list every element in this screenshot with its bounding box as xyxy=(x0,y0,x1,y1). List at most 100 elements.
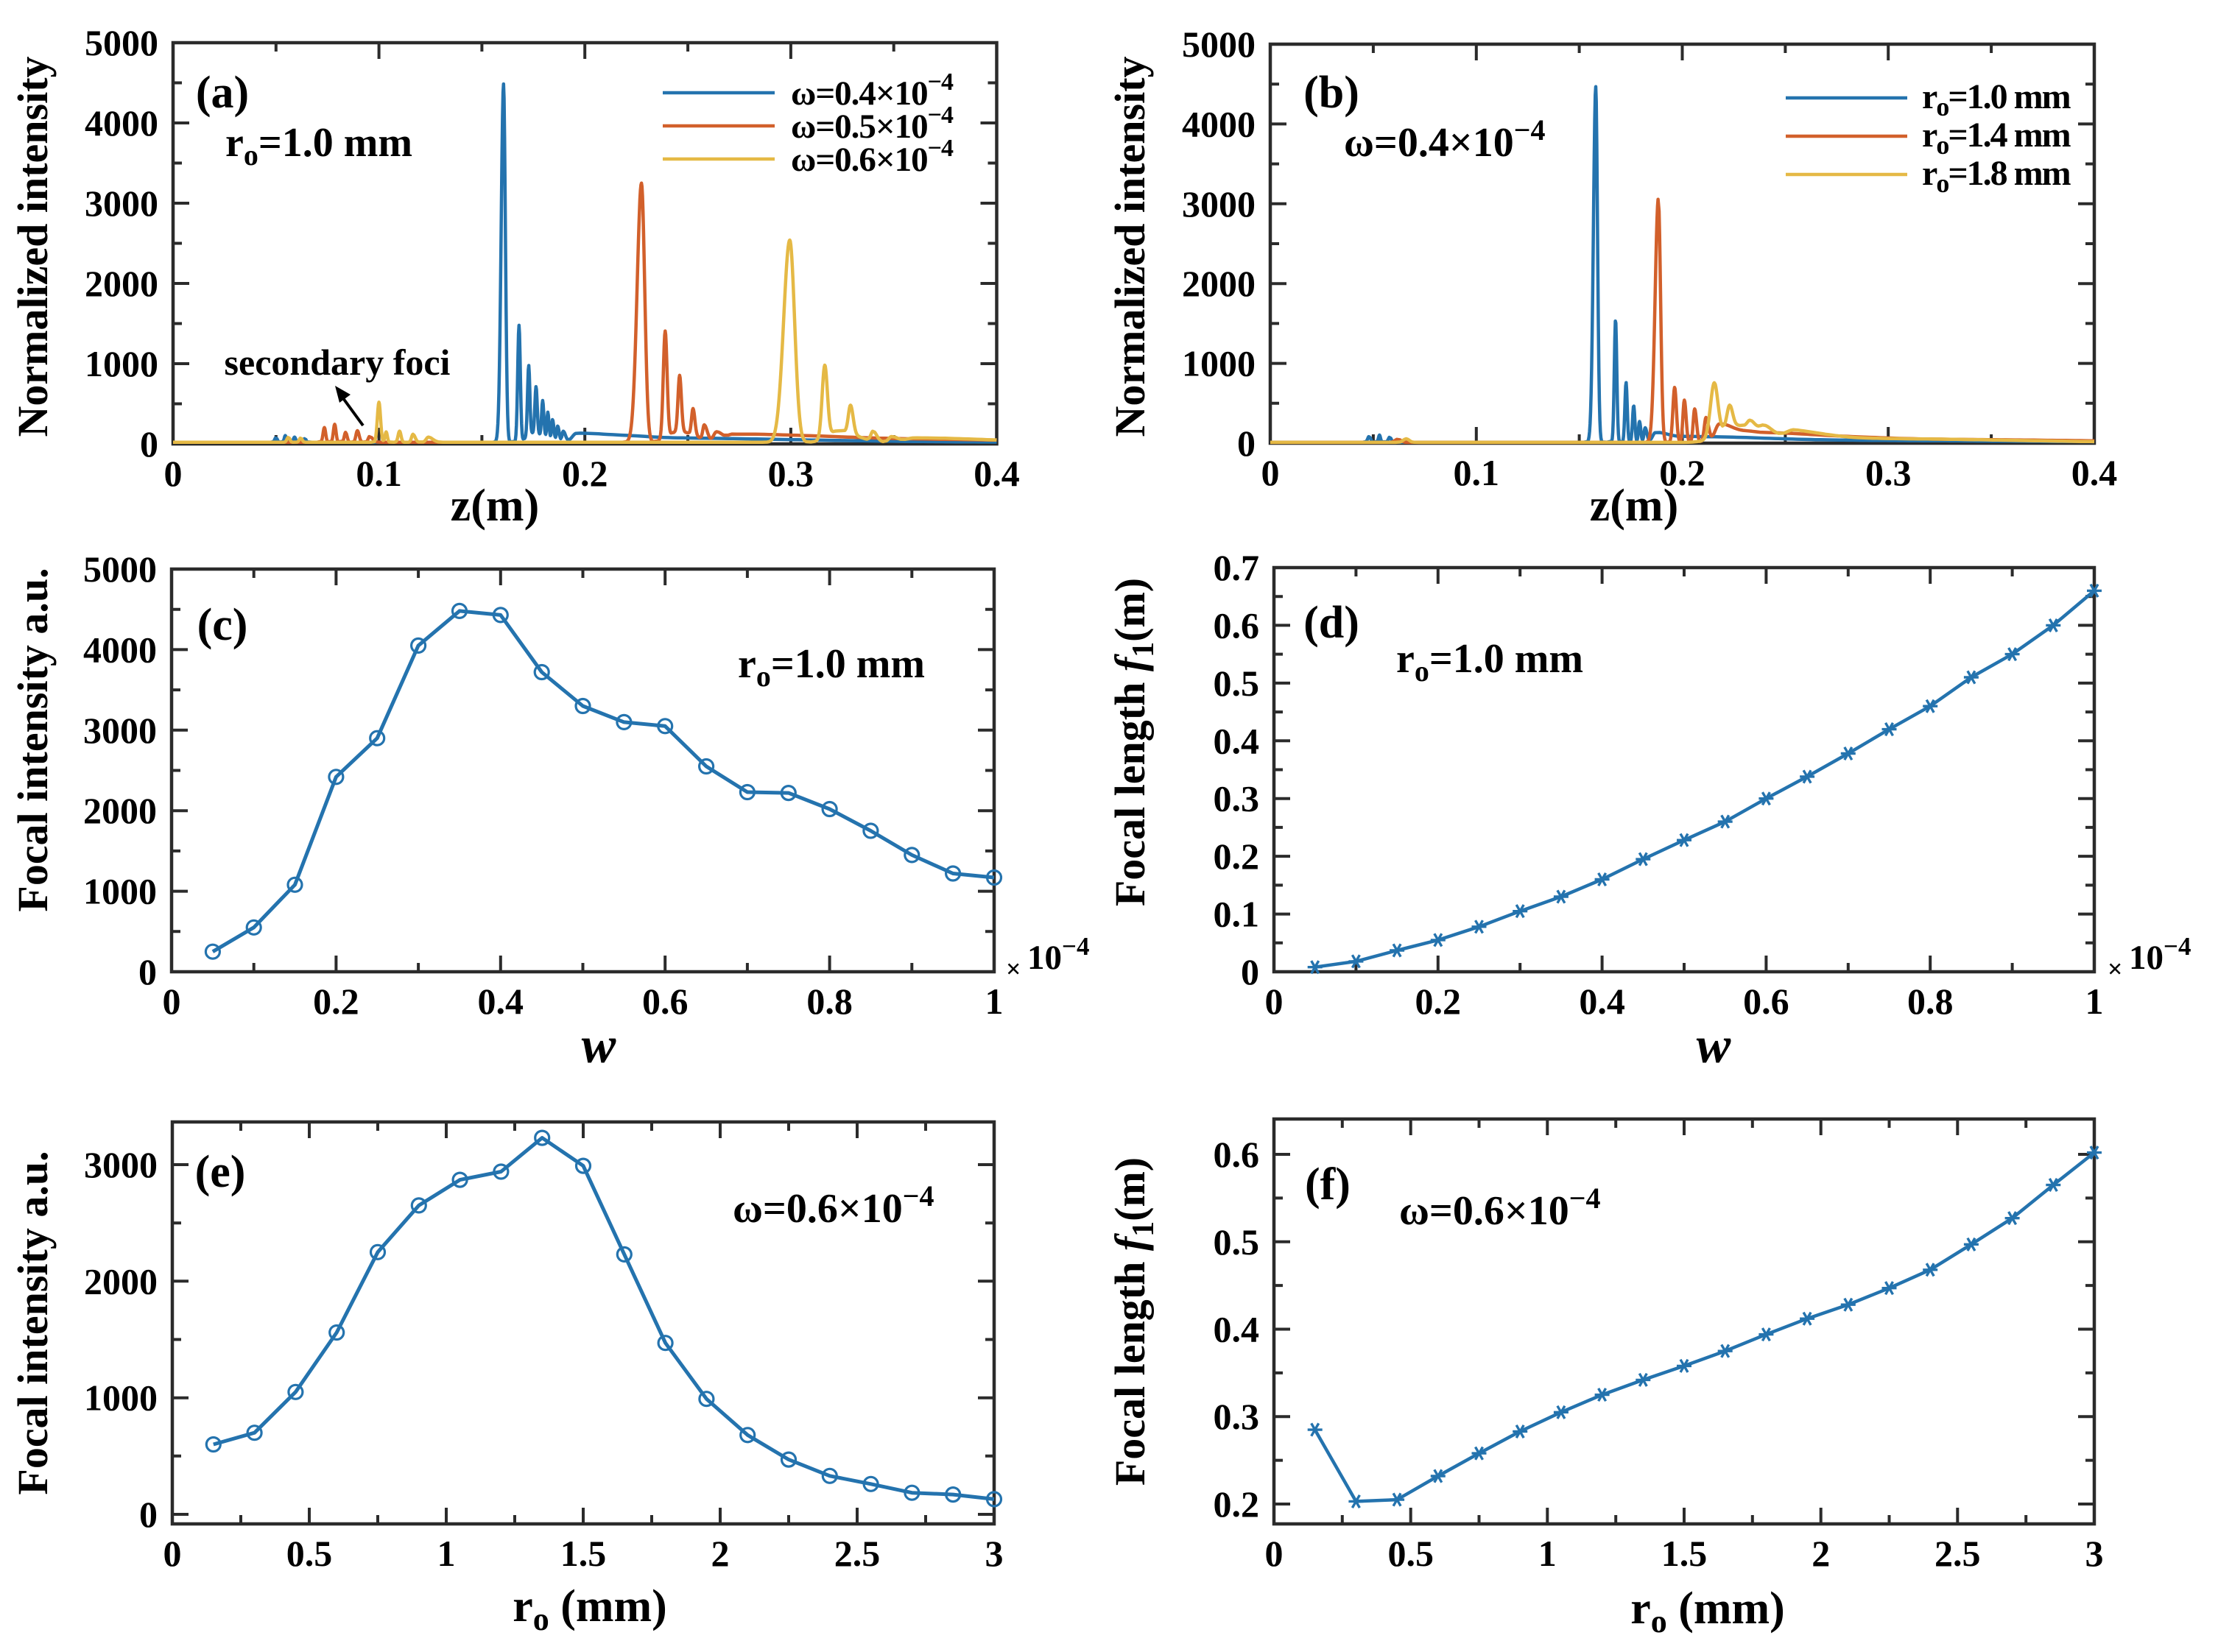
svg-text:3: 3 xyxy=(2085,1533,2104,1574)
svg-text:0.6: 0.6 xyxy=(1214,604,1260,646)
svg-text:1.5: 1.5 xyxy=(560,1533,607,1574)
svg-text:0.2: 0.2 xyxy=(1214,1483,1260,1525)
svg-text:0: 0 xyxy=(1237,423,1256,464)
svg-text:3: 3 xyxy=(985,1533,1004,1574)
svg-text:1.5: 1.5 xyxy=(1661,1533,1708,1574)
svg-text:0.5: 0.5 xyxy=(1214,663,1260,704)
svg-text:0: 0 xyxy=(1241,951,1259,992)
svg-text:×: × xyxy=(2108,954,2123,984)
svg-text:z(m): z(m) xyxy=(451,481,539,531)
svg-text:w: w xyxy=(1697,1017,1731,1074)
svg-text:0.4: 0.4 xyxy=(974,453,1020,494)
svg-text:0.2: 0.2 xyxy=(1214,836,1260,877)
svg-text:Focal intensity a.u.: Focal intensity a.u. xyxy=(9,568,57,911)
svg-text:1: 1 xyxy=(2085,981,2104,1022)
svg-text:z(m): z(m) xyxy=(1590,481,1678,531)
svg-text:1000: 1000 xyxy=(1182,343,1256,384)
svg-text:5000: 5000 xyxy=(83,548,157,590)
svg-text:0: 0 xyxy=(164,453,183,494)
svg-text:0.3: 0.3 xyxy=(1214,778,1260,819)
svg-text:ω=0.4×10−4: ω=0.4×10−4 xyxy=(791,68,954,113)
svg-text:ω=0.5×10−4: ω=0.5×10−4 xyxy=(791,102,954,146)
svg-text:0.1: 0.1 xyxy=(1454,452,1500,493)
svg-text:3000: 3000 xyxy=(1182,183,1256,225)
svg-text:2: 2 xyxy=(1812,1533,1830,1574)
svg-text:0.2: 0.2 xyxy=(1415,981,1462,1022)
svg-text:(d): (d) xyxy=(1303,598,1359,648)
svg-text:w: w xyxy=(582,1017,616,1074)
svg-text:0.4: 0.4 xyxy=(1214,720,1260,761)
svg-text:0: 0 xyxy=(140,423,158,465)
svg-text:1: 1 xyxy=(1538,1533,1557,1574)
svg-text:Normalized intensity: Normalized intensity xyxy=(9,56,57,437)
svg-text:0: 0 xyxy=(1261,452,1280,493)
svg-text:5000: 5000 xyxy=(85,22,158,63)
svg-text:1000: 1000 xyxy=(83,871,157,912)
svg-text:0.5: 0.5 xyxy=(1387,1533,1434,1574)
svg-text:ω=0.6×10−4: ω=0.6×10−4 xyxy=(733,1179,934,1232)
svg-text:(b): (b) xyxy=(1303,68,1359,118)
svg-text:0.6: 0.6 xyxy=(1743,981,1789,1022)
svg-text:0.7: 0.7 xyxy=(1214,547,1260,588)
svg-text:1: 1 xyxy=(985,981,1004,1022)
svg-text:3000: 3000 xyxy=(84,1144,158,1185)
svg-text:0.3: 0.3 xyxy=(1865,452,1912,493)
svg-text:5000: 5000 xyxy=(1182,24,1256,65)
svg-text:ro=1.0 mm: ro=1.0 mm xyxy=(225,120,412,172)
svg-text:ro=1.8 mm: ro=1.8 mm xyxy=(1922,154,2071,198)
svg-text:1000: 1000 xyxy=(84,1377,158,1419)
svg-text:secondary foci: secondary foci xyxy=(225,342,451,383)
svg-text:2000: 2000 xyxy=(85,263,158,304)
svg-text:ro=1.0 mm: ro=1.0 mm xyxy=(738,641,925,693)
svg-text:0.2: 0.2 xyxy=(1659,452,1705,493)
svg-text:2.5: 2.5 xyxy=(1934,1533,1981,1574)
svg-text:0.2: 0.2 xyxy=(562,453,608,494)
svg-text:Normalized intensity: Normalized intensity xyxy=(1106,56,1154,437)
svg-text:0: 0 xyxy=(1265,1533,1284,1574)
svg-text:0.4: 0.4 xyxy=(1214,1309,1260,1350)
svg-text:0: 0 xyxy=(139,1494,158,1535)
svg-text:0.8: 0.8 xyxy=(1907,981,1954,1022)
svg-text:4000: 4000 xyxy=(83,629,157,670)
svg-text:4000: 4000 xyxy=(1182,103,1256,144)
svg-text:0: 0 xyxy=(1265,981,1284,1022)
svg-text:(a): (a) xyxy=(196,68,249,118)
svg-text:×: × xyxy=(1006,954,1021,984)
svg-text:0: 0 xyxy=(163,981,181,1022)
svg-text:2000: 2000 xyxy=(83,790,157,831)
svg-text:ω=0.6×10−4: ω=0.6×10−4 xyxy=(1399,1182,1601,1234)
svg-text:0.1: 0.1 xyxy=(1214,894,1260,935)
svg-text:1: 1 xyxy=(437,1533,456,1574)
svg-text:2000: 2000 xyxy=(1182,263,1256,304)
svg-text:0.5: 0.5 xyxy=(1214,1221,1260,1263)
svg-text:4000: 4000 xyxy=(85,102,158,144)
svg-text:2000: 2000 xyxy=(84,1260,158,1302)
svg-text:Focal length f1(m): Focal length f1(m) xyxy=(1106,578,1161,906)
svg-text:3000: 3000 xyxy=(83,710,157,751)
svg-text:ω=0.6×10−4: ω=0.6×10−4 xyxy=(791,135,954,179)
svg-text:2: 2 xyxy=(711,1533,730,1574)
svg-text:ro=1.0 mm: ro=1.0 mm xyxy=(1922,77,2071,121)
svg-text:3000: 3000 xyxy=(85,183,158,224)
svg-text:0.2: 0.2 xyxy=(313,981,359,1022)
svg-text:0.6: 0.6 xyxy=(642,981,689,1022)
svg-text:0.5: 0.5 xyxy=(286,1533,333,1574)
svg-text:0.3: 0.3 xyxy=(768,453,814,494)
svg-text:0.4: 0.4 xyxy=(2071,452,2118,493)
svg-text:Focal intensity a.u.: Focal intensity a.u. xyxy=(9,1151,57,1494)
svg-text:ro (mm): ro (mm) xyxy=(1630,1584,1785,1639)
svg-text:1000: 1000 xyxy=(85,343,158,384)
svg-text:10−4: 10−4 xyxy=(1027,932,1089,977)
svg-text:0.8: 0.8 xyxy=(806,981,853,1022)
svg-text:ω=0.4×10−4: ω=0.4×10−4 xyxy=(1344,113,1546,166)
svg-text:0.3: 0.3 xyxy=(1214,1396,1260,1437)
svg-text:0.6: 0.6 xyxy=(1214,1134,1260,1175)
svg-text:(c): (c) xyxy=(197,600,248,650)
svg-text:0.1: 0.1 xyxy=(356,453,402,494)
svg-text:Focal length f1(m): Focal length f1(m) xyxy=(1106,1157,1161,1486)
svg-text:(e): (e) xyxy=(195,1147,246,1197)
svg-text:0.4: 0.4 xyxy=(1579,981,1625,1022)
svg-text:0.4: 0.4 xyxy=(478,981,524,1022)
svg-text:(f): (f) xyxy=(1305,1159,1351,1210)
svg-text:2.5: 2.5 xyxy=(834,1533,881,1574)
